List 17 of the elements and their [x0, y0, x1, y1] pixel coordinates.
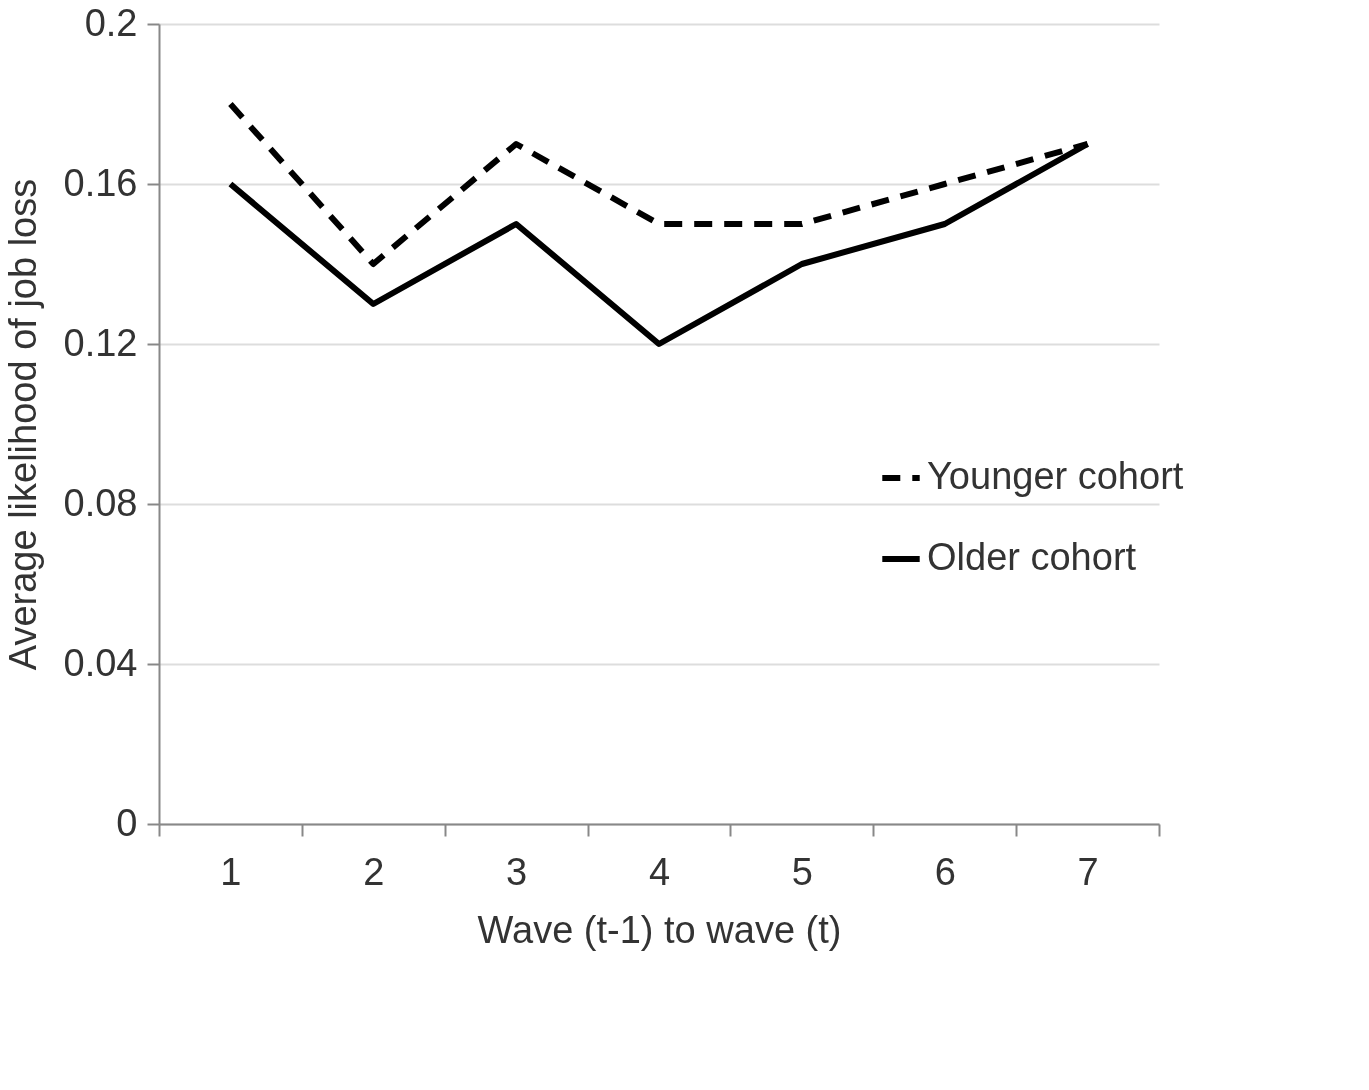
- x-tick-label: 5: [791, 850, 813, 893]
- x-tick-label: 7: [1077, 850, 1099, 893]
- x-tick-label: 4: [648, 850, 671, 893]
- y-tick-label: 0.08: [63, 481, 138, 524]
- x-tick-label: 2: [363, 850, 385, 893]
- x-axis-title: Wave (t-1) to wave (t): [477, 908, 842, 951]
- y-tick-label: 0: [116, 801, 138, 844]
- x-tick-label: 6: [934, 850, 956, 893]
- y-axis-title: Average likelihood of job loss: [1, 178, 44, 671]
- x-tick-label: 3: [506, 850, 528, 893]
- x-tick-label: 1: [220, 850, 242, 893]
- legend-label: Younger cohort: [927, 455, 1184, 497]
- legend-label: Older cohort: [927, 536, 1137, 578]
- y-tick-label: 0.04: [63, 641, 138, 684]
- y-tick-label: 0.2: [84, 1, 138, 44]
- y-tick-label: 0.16: [63, 161, 138, 204]
- y-tick-label: 0.12: [63, 321, 138, 364]
